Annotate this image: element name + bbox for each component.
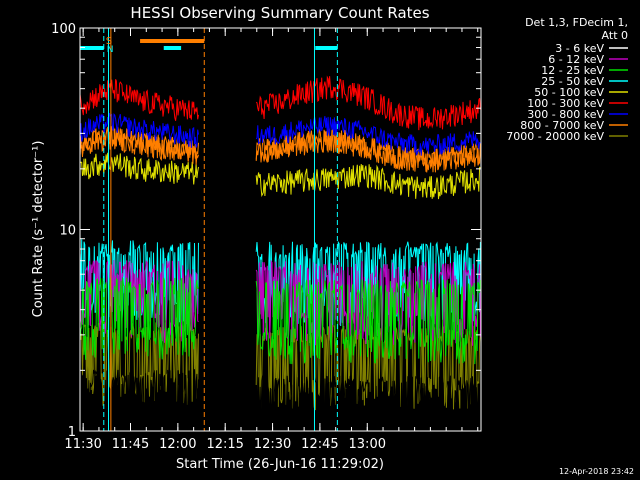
legend-entry: 12 - 25 keV (541, 64, 604, 77)
y-axis-label: Count Rate (s⁻¹ detector⁻¹) (31, 141, 46, 318)
legend-entry: 100 - 300 keV (527, 97, 604, 110)
x-tick-label: 12:00 (159, 437, 196, 452)
trace-12-25-kev (79, 277, 481, 365)
x-tick-label: 11:45 (112, 437, 149, 452)
trace-segment (79, 152, 199, 185)
trace-300-800-kev (79, 125, 481, 173)
legend-entry: 7000 - 20000 keV (506, 130, 604, 143)
trace-segment (79, 112, 199, 148)
trace-100-300-kev (79, 75, 481, 131)
x-tick-label: 12:15 (206, 437, 243, 452)
axes: 11:30 11:45 12:00 12:15 12:30 12:45 13:00 1 10 10… (51, 22, 481, 452)
saa-flag-label: S (106, 36, 112, 47)
trace-50-100-kev (79, 152, 481, 200)
legend-entry: 300 - 800 keV (527, 108, 604, 121)
x-tick-label: 12:30 (254, 437, 291, 452)
trace-segment (79, 277, 199, 361)
trace-segment (255, 164, 481, 200)
chart-title: HESSI Observing Summary Count Rates (130, 4, 429, 22)
trace-segment (255, 129, 481, 173)
trace-segment (255, 279, 481, 365)
x-tick-label: 13:00 (349, 437, 386, 452)
y-tick-label: 10 (59, 224, 76, 239)
x-axis-label: Start Time (26-Jun-16 11:29:02) (176, 457, 384, 472)
trace-segment (255, 75, 481, 131)
legend-entry: 6 - 12 keV (548, 53, 604, 66)
trace-blue (79, 112, 481, 156)
trace-segment (79, 259, 199, 344)
legend-entry: 50 - 100 keV (534, 86, 604, 99)
footer-date: 12-Apr-2018 23:42 (559, 467, 634, 476)
x-tick-label: 12:45 (301, 437, 338, 452)
legend-entry: 3 - 6 keV (555, 42, 604, 55)
legend-entry: 800 - 7000 keV (520, 119, 604, 132)
trace-segment (79, 79, 199, 121)
trace-segment (79, 125, 199, 164)
night-flag-label: N (107, 45, 114, 55)
y-tick-label: 100 (51, 22, 76, 37)
y-tick-label: 1 (68, 425, 76, 440)
flag-markers: SN (80, 28, 338, 431)
trace-segment (255, 116, 481, 156)
x-tick-label: 11:30 (64, 437, 101, 452)
legend-header: Att 0 (602, 29, 628, 42)
legend-entry: 25 - 50 keV (541, 75, 604, 88)
legend-header: Det 1,3, FDecim 1, (525, 16, 628, 29)
